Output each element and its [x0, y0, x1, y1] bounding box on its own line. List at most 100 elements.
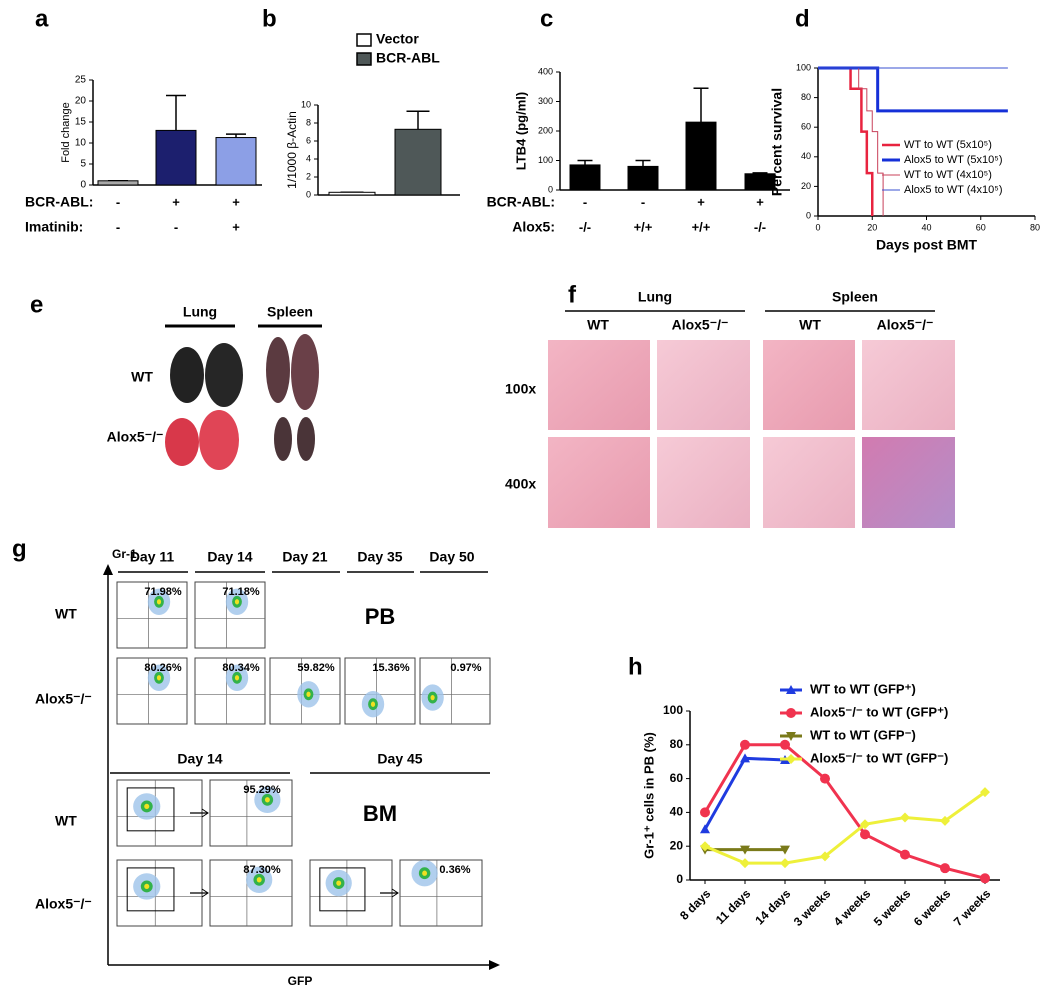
- row-label: WT: [55, 606, 77, 622]
- marker: [980, 873, 990, 884]
- y-tick-label: 100: [796, 62, 811, 72]
- bar: [569, 164, 601, 191]
- day-label: Day 14: [177, 751, 222, 767]
- y-axis-label: 1/1000 β-Actin: [285, 111, 299, 189]
- row-value: -/-: [579, 219, 591, 234]
- micrograph: [657, 437, 750, 528]
- panel-letter: h: [628, 653, 643, 680]
- legend-label: WT to WT (GFP⁺): [810, 681, 916, 696]
- x-tick-label: 3 weeks: [791, 886, 834, 929]
- marker: [780, 739, 790, 750]
- survival-line: [818, 66, 1008, 113]
- y-tick-label: 0: [548, 184, 553, 194]
- y-axis-label: LTB4 (pg/ml): [513, 92, 528, 170]
- y-tick-label: 200: [538, 125, 553, 135]
- y-tick-label: 400: [538, 66, 553, 76]
- y-tick-label: 2: [306, 171, 311, 181]
- series-line: [703, 743, 986, 880]
- row-label: BCR-ABL:: [487, 194, 555, 210]
- percentage: 0.36%: [439, 864, 470, 876]
- group-label: Spleen: [832, 289, 878, 305]
- row-label: Alox5⁻/⁻: [35, 896, 92, 912]
- cell-cloud: [156, 599, 162, 605]
- organ: [165, 418, 199, 466]
- marker: [700, 841, 710, 852]
- organ: [199, 410, 239, 470]
- percentage: 15.36%: [372, 662, 410, 674]
- legend-marker: [786, 708, 796, 718]
- panel-e: e Lung Spleen WT Alox5⁻/⁻: [30, 291, 322, 470]
- marker: [900, 812, 910, 823]
- percentage: 0.97%: [450, 662, 481, 674]
- cell-cloud: [144, 883, 150, 890]
- x-tick-label: 60: [976, 222, 986, 232]
- cell-cloud: [156, 675, 162, 681]
- cell-cloud: [370, 701, 376, 707]
- row-value: -: [116, 194, 120, 209]
- percentage: 71.98%: [144, 586, 182, 598]
- day-label: Day 45: [377, 751, 422, 767]
- y-tick-label: 60: [670, 771, 684, 785]
- micrograph: [763, 340, 855, 430]
- legend-swatch: [356, 52, 372, 66]
- row-value: +: [232, 219, 240, 234]
- organ: [297, 417, 315, 461]
- marker: [940, 863, 950, 874]
- row-label: Alox5⁻/⁻: [107, 429, 164, 445]
- cell-cloud: [234, 599, 240, 605]
- gate: [319, 867, 366, 912]
- y-tick-label: 0: [80, 180, 86, 191]
- row-label: WT: [131, 369, 153, 385]
- cell-cloud: [430, 694, 435, 701]
- y-tick-label: 100: [538, 155, 553, 165]
- axis-label: Gr-1: [112, 547, 137, 561]
- gate-arrow: [391, 888, 399, 898]
- bar: [627, 165, 659, 191]
- marker: [940, 815, 950, 826]
- percentage: 95.29%: [243, 784, 281, 796]
- survival-line: [818, 67, 884, 216]
- y-tick-label: 60: [801, 122, 811, 132]
- y-tick-label: 8: [306, 117, 311, 127]
- x-tick-label: 8 days: [677, 886, 714, 923]
- marker: [860, 819, 870, 830]
- marker: [740, 753, 750, 763]
- y-tick-label: 25: [75, 75, 87, 86]
- day-label: Day 35: [357, 549, 402, 565]
- x-tick-label: 0: [815, 222, 820, 232]
- bar: [328, 191, 376, 196]
- bar: [685, 121, 717, 191]
- flow-plot: [209, 779, 293, 847]
- column-label: Alox5⁻/⁻: [672, 317, 729, 333]
- legend-swatch: [356, 33, 372, 47]
- y-tick-label: 80: [670, 737, 684, 751]
- panel-f: f Lung Spleen WT Alox5⁻/⁻ WT Alox5⁻/⁻ 10…: [505, 281, 955, 528]
- y-tick-label: 4: [306, 153, 311, 163]
- y-tick-label: 15: [75, 117, 87, 128]
- bar: [155, 129, 197, 186]
- row-value: +/+: [634, 219, 653, 234]
- x-tick-label: 20: [867, 222, 877, 232]
- axis-label: GFP: [288, 974, 313, 988]
- y-axis-label: Gr-1⁺ cells in PB (%): [641, 732, 656, 859]
- row-label: Imatinib:: [25, 219, 83, 235]
- panel-letter: a: [35, 5, 49, 32]
- panel-letter: g: [12, 535, 27, 562]
- row-value: +: [697, 194, 705, 209]
- x-tick-label: 7 weeks: [951, 886, 994, 929]
- marker: [820, 773, 830, 784]
- organ: [291, 334, 319, 410]
- panel-letter: c: [540, 5, 553, 32]
- row-value: -: [116, 219, 120, 234]
- y-tick-label: 20: [801, 181, 811, 191]
- row-value: -: [583, 194, 587, 209]
- flow-plot: [309, 859, 393, 927]
- row-value: +: [232, 194, 240, 209]
- panel-letter: d: [795, 5, 810, 32]
- y-axis-label: Percent survival: [769, 88, 785, 196]
- section-label: PB: [365, 604, 396, 629]
- y-tick-label: 0: [676, 872, 683, 886]
- gate: [126, 787, 175, 832]
- day-label: Day 11: [130, 549, 175, 565]
